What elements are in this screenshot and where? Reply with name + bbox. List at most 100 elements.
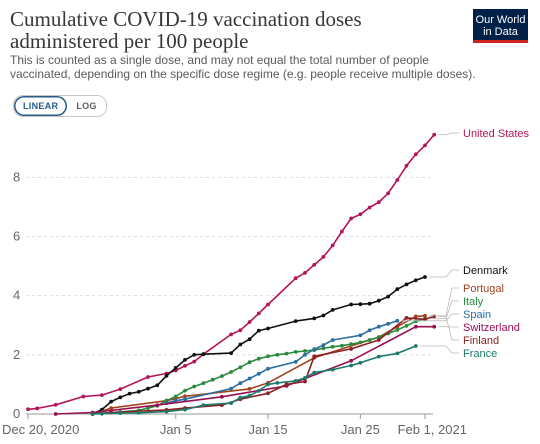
data-point[interactable] [358,360,363,365]
data-point[interactable] [395,287,400,292]
data-point[interactable] [413,314,418,319]
data-point[interactable] [358,302,363,307]
data-point[interactable] [164,409,169,414]
data-point[interactable] [275,381,280,385]
data-point[interactable] [256,371,261,376]
data-point[interactable] [312,347,317,352]
data-point[interactable] [330,367,335,372]
legend-label-switzerland[interactable]: Switzerland [463,322,520,334]
data-point[interactable] [376,324,381,329]
data-point[interactable] [423,275,427,279]
legend-label-united-states[interactable]: United States [463,128,530,140]
data-point[interactable] [413,319,418,324]
data-point[interactable] [321,255,326,259]
data-point[interactable] [256,356,261,361]
data-point[interactable] [293,360,298,364]
data-point[interactable] [330,338,335,342]
data-point[interactable] [146,386,150,391]
data-point[interactable] [293,379,298,383]
data-point[interactable] [238,381,243,386]
data-point[interactable] [349,302,353,307]
data-point[interactable] [413,344,418,348]
data-point[interactable] [192,352,197,357]
data-point[interactable] [81,394,86,399]
data-point[interactable] [340,343,344,348]
data-point[interactable] [284,351,289,356]
data-point[interactable] [376,338,381,342]
data-point[interactable] [146,375,150,379]
data-point[interactable] [340,229,344,234]
data-point[interactable] [404,163,409,168]
data-point[interactable] [201,403,206,407]
data-point[interactable] [229,351,234,355]
data-point[interactable] [173,366,178,370]
data-point[interactable] [173,398,178,403]
data-point[interactable] [404,323,409,328]
data-point[interactable] [303,352,307,357]
data-point[interactable] [376,335,381,339]
series-france[interactable] [90,344,418,416]
data-point[interactable] [330,308,335,312]
data-point[interactable] [118,395,123,400]
series-spain[interactable] [164,318,400,405]
data-point[interactable] [367,338,372,342]
data-point[interactable] [413,324,418,329]
data-point[interactable] [136,389,141,394]
data-point[interactable] [321,313,326,318]
data-point[interactable] [330,243,335,248]
data-point[interactable] [349,358,353,363]
data-point[interactable] [423,143,427,148]
data-point[interactable] [312,316,317,321]
owid-logo[interactable]: Our World in Data [473,9,528,43]
series-denmark[interactable] [90,275,427,416]
data-point[interactable] [303,271,307,275]
data-point[interactable] [376,200,381,205]
data-point[interactable] [53,402,58,407]
data-point[interactable] [229,401,234,405]
data-point[interactable] [349,363,353,368]
data-point[interactable] [118,387,123,391]
data-point[interactable] [100,393,104,397]
data-point[interactable] [26,407,30,412]
data-point[interactable] [247,337,252,342]
data-point[interactable] [53,412,58,416]
data-point[interactable] [146,406,150,410]
data-point[interactable] [386,191,390,196]
data-point[interactable] [229,370,234,374]
data-point[interactable] [312,370,317,375]
data-point[interactable] [229,332,234,337]
data-point[interactable] [284,382,289,387]
data-point[interactable] [192,359,197,364]
data-point[interactable] [247,360,252,365]
data-point[interactable] [275,352,280,357]
data-point[interactable] [266,302,270,307]
data-point[interactable] [192,384,197,389]
data-point[interactable] [367,205,372,210]
data-point[interactable] [247,376,252,381]
data-point[interactable] [256,328,261,333]
data-point[interactable] [312,354,317,359]
data-point[interactable] [136,410,141,415]
data-point[interactable] [349,216,353,221]
log-scale-button[interactable]: LOG [67,96,106,116]
data-point[interactable] [404,316,409,320]
data-point[interactable] [349,342,353,347]
data-point[interactable] [358,212,363,217]
data-point[interactable] [330,344,335,349]
data-point[interactable] [173,394,178,399]
data-point[interactable] [303,376,307,380]
data-point[interactable] [293,350,298,354]
data-point[interactable] [220,374,224,378]
legend-label-denmark[interactable]: Denmark [463,265,508,277]
data-point[interactable] [395,318,400,323]
linear-scale-button[interactable]: LINEAR [14,96,68,116]
data-point[interactable] [432,324,437,329]
data-point[interactable] [210,377,215,382]
data-point[interactable] [127,391,132,396]
data-point[interactable] [404,282,409,287]
data-point[interactable] [183,363,187,368]
data-point[interactable] [201,381,206,386]
data-point[interactable] [395,178,400,182]
data-point[interactable] [238,342,243,347]
data-point[interactable] [266,391,270,396]
